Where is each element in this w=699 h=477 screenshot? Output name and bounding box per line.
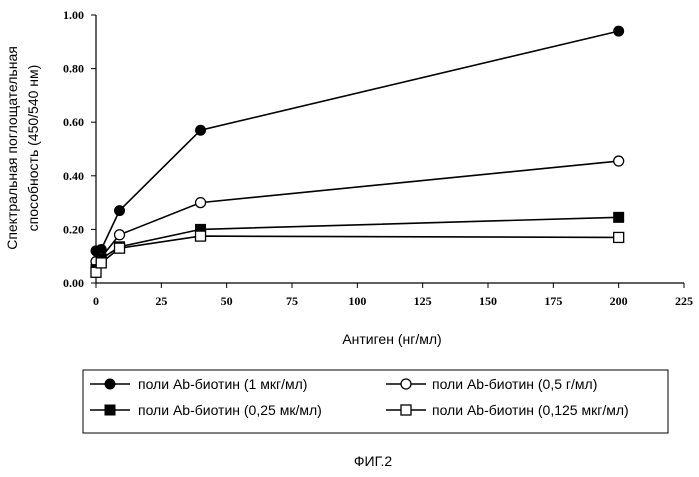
legend-label: поли Ab-биотин (0,125 мкг/мл) [432,402,629,418]
legend-marker [105,405,115,415]
x-tick-label: 225 [675,294,693,308]
y-axis-title-line-1: Спектральная поглощательная [4,46,20,250]
series-2-point [614,156,624,166]
y-axis-title-line-2: способность (450/540 нм) [25,65,41,232]
series-4-line [96,236,619,272]
x-tick-label: 125 [414,294,432,308]
series-3-point [614,212,624,222]
series-1-line [96,31,619,251]
series-3 [91,212,624,274]
y-tick-label: 0.00 [63,276,84,290]
ticks: 0 25 50 75 100 125 150 175 200 225 0.00 0.20 0.40 0.6… [63,8,693,308]
series-4-point [91,267,101,277]
legend-item-4: поли Ab-биотин (0,125 мкг/мл) [386,402,629,418]
y-tick-label: 0.40 [63,169,84,183]
series-1 [91,26,624,256]
legend-marker [401,405,411,415]
series-2-point [196,198,206,208]
y-tick-label: 0.80 [63,62,84,76]
series-1-point [115,206,125,216]
series-4-point [196,231,206,241]
legend-label: поли Ab-биотин (0,25 мк/мл) [138,402,322,418]
legend-marker [401,379,411,389]
x-tick-label: 100 [348,294,366,308]
y-tick-label: 0.60 [63,115,84,129]
x-tick-label: 200 [610,294,628,308]
x-tick-label: 150 [479,294,497,308]
series-1-point [614,26,624,36]
y-tick-label: 1.00 [63,8,84,22]
axes [96,15,684,283]
series-3-line [96,217,619,269]
series-2 [91,156,624,267]
legend-item-2: поли Ab-биотин (0,5 г/мл) [386,376,597,392]
series-4-point [96,258,106,268]
legend-item-3: поли Ab-биотин (0,25 мк/мл) [90,402,322,418]
figure-caption: ФИГ.2 [354,453,392,469]
series-4-point [614,232,624,242]
series-1-point [196,125,206,135]
x-tick-label: 175 [544,294,562,308]
series-4-point [115,243,125,253]
x-tick-label: 25 [155,294,167,308]
x-tick-label: 75 [286,294,298,308]
legend: поли Ab-биотин (1 мкг/мл) поли Ab-биотин … [83,370,668,433]
y-tick-label: 0.20 [63,222,84,236]
series-2-line [96,161,619,262]
series-2-point [115,230,125,240]
x-tick-label: 50 [221,294,233,308]
legend-marker [105,379,115,389]
x-axis-title: Антиген (нг/мл) [342,331,441,347]
series-4 [91,231,624,277]
legend-label: поли Ab-биотин (0,5 г/мл) [432,376,597,392]
legend-item-1: поли Ab-биотин (1 мкг/мл) [90,376,307,392]
series-layer [91,26,624,277]
x-tick-label: 0 [93,294,99,308]
legend-label: поли Ab-биотин (1 мкг/мл) [138,376,307,392]
